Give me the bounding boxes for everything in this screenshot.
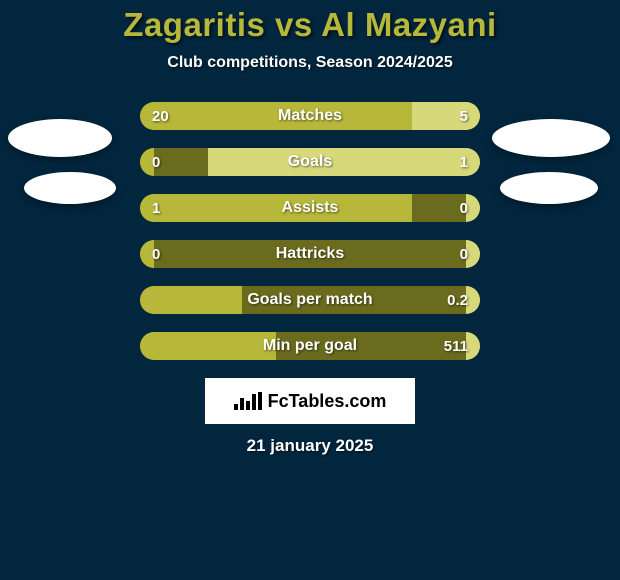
stat-bar-right-fill: [466, 194, 480, 222]
player-oval: [492, 119, 610, 157]
stat-bar-right-fill: [466, 286, 480, 314]
stat-bar: 0.2Goals per match: [140, 286, 480, 314]
subtitle: Club competitions, Season 2024/2025: [0, 54, 620, 72]
stat-bars-group: 205Matches 01Goals 10Assists 00Hattricks 0.2…: [140, 102, 480, 360]
stat-bar: 511Min per goal: [140, 332, 480, 360]
stat-label: Hattricks: [140, 240, 480, 268]
player-oval: [500, 172, 598, 204]
player-oval: [8, 119, 112, 157]
content-area: 205Matches 01Goals 10Assists 00Hattricks 0.2…: [0, 102, 620, 456]
branding-text: FcTables.com: [268, 391, 387, 412]
stat-bar: 00Hattricks: [140, 240, 480, 268]
stat-bar: 10Assists: [140, 194, 480, 222]
page-title: Zagaritis vs Al Mazyani: [0, 6, 620, 44]
stat-bar-right-fill: [466, 240, 480, 268]
stat-bar-left-fill: [140, 148, 154, 176]
stat-value-right: 511: [444, 332, 468, 360]
stat-bar-left-fill: [140, 194, 412, 222]
date-text: 21 january 2025: [0, 436, 620, 456]
stat-bar-left-fill: [140, 102, 412, 130]
stat-value-right: 0.2: [447, 286, 468, 314]
stat-bar-left-fill: [140, 286, 242, 314]
stat-bar-right-fill: [412, 102, 480, 130]
branding-badge: FcTables.com: [205, 378, 415, 424]
stat-bar: 205Matches: [140, 102, 480, 130]
bar-chart-icon: [234, 392, 262, 410]
stat-bar-left-fill: [140, 240, 154, 268]
player-oval: [24, 172, 116, 204]
stat-bar-right-fill: [208, 148, 480, 176]
stat-bar: 01Goals: [140, 148, 480, 176]
stat-bar-left-fill: [140, 332, 276, 360]
stat-bar-right-fill: [466, 332, 480, 360]
comparison-infographic: Zagaritis vs Al Mazyani Club competition…: [0, 0, 620, 580]
